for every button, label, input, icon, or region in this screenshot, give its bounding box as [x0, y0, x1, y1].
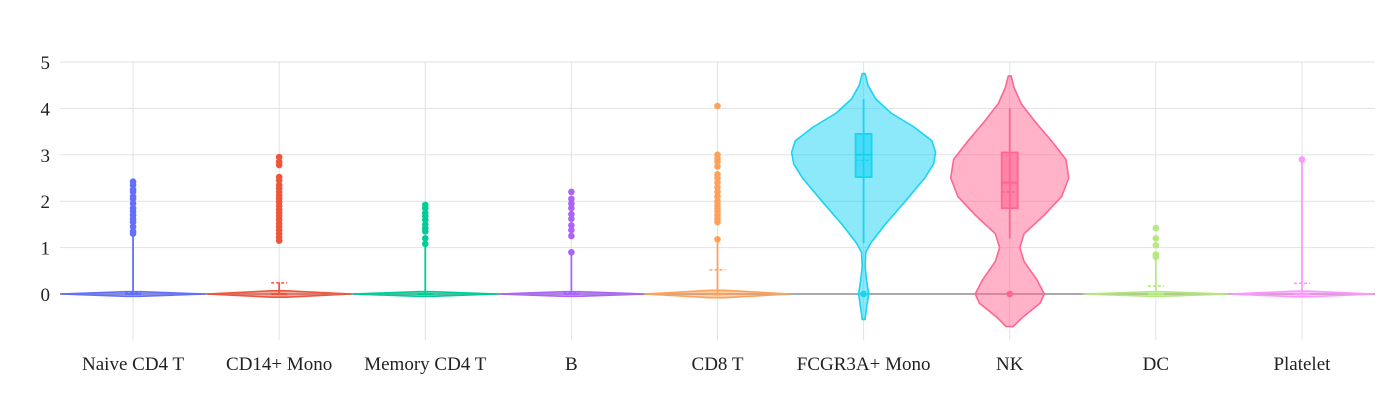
- y-axis-ticks: 0 1 2 3 4 5: [41, 53, 51, 306]
- violin-cd14-mono[interactable]: [206, 153, 352, 298]
- outlier-point: [714, 179, 721, 186]
- outlier-point: [568, 248, 575, 256]
- outlier-point: [1152, 224, 1160, 232]
- outlier-point: [568, 210, 575, 218]
- outlier-point: [421, 235, 429, 242]
- outlier-point: [421, 209, 429, 217]
- outlier-point: [568, 222, 575, 229]
- outlier-point: [1298, 156, 1306, 163]
- x-category-label: Memory CD4 T: [364, 354, 486, 375]
- x-category-label: Platelet: [1273, 354, 1331, 375]
- outlier-point: [129, 204, 137, 212]
- outlier-point: [1006, 290, 1014, 298]
- outlier-point: [714, 163, 721, 170]
- violin-dc[interactable]: [1083, 224, 1229, 298]
- outlier-point: [714, 193, 721, 200]
- outlier-point: [129, 200, 137, 207]
- violin-platelet[interactable]: [1229, 156, 1375, 298]
- y-tick-label: 2: [41, 192, 51, 213]
- x-category-label: NK: [996, 354, 1024, 375]
- violin-b[interactable]: [498, 188, 645, 298]
- x-category-label: DC: [1143, 354, 1169, 375]
- outlier-point: [714, 170, 721, 178]
- outlier-point: [129, 223, 137, 231]
- violin-naive-cd4-t[interactable]: [60, 178, 206, 298]
- x-category-label: CD14+ Mono: [226, 354, 332, 375]
- y-tick-label: 0: [41, 285, 51, 306]
- outlier-point: [714, 102, 721, 110]
- x-category-label: Naive CD4 T: [82, 354, 184, 375]
- outlier-point: [421, 240, 429, 248]
- y-tick-label: 5: [41, 53, 51, 74]
- y-tick-label: 1: [41, 239, 51, 260]
- outlier-point: [275, 153, 283, 161]
- outlier-point: [421, 221, 429, 228]
- outlier-point: [860, 290, 867, 298]
- violin-fcgr3a-mono[interactable]: [790, 72, 937, 321]
- outlier-point: [714, 151, 721, 159]
- outlier-point: [129, 186, 137, 193]
- outlier-point: [275, 173, 283, 181]
- outlier-point: [568, 226, 575, 234]
- violin-cd8-t[interactable]: [644, 102, 791, 299]
- violins: [60, 72, 1375, 328]
- outlier-point: [1152, 241, 1160, 249]
- outlier-point: [568, 200, 575, 207]
- outlier-point: [421, 201, 429, 209]
- outlier-point: [568, 232, 575, 240]
- outlier-point: [275, 158, 283, 166]
- outlier-point: [568, 188, 575, 196]
- y-tick-label: 3: [41, 146, 51, 167]
- y-tick-label: 4: [41, 99, 51, 120]
- x-category-label: B: [565, 354, 578, 375]
- iqr-box: [1000, 151, 1019, 210]
- outlier-point: [1152, 251, 1160, 258]
- outlier-point: [129, 178, 137, 186]
- outlier-point: [714, 188, 721, 196]
- x-axis-categories: Naive CD4 T CD14+ Mono Memory CD4 T B CD8 T F…: [82, 354, 1331, 375]
- x-category-label: FCGR3A+ Mono: [797, 354, 931, 375]
- outlier-point: [714, 235, 721, 243]
- outlier-point: [568, 195, 575, 203]
- outlier-point: [129, 228, 137, 235]
- outlier-point: [568, 215, 575, 223]
- violin-memory-cd4-t[interactable]: [352, 201, 499, 298]
- outlier-point: [568, 204, 575, 212]
- x-category-label: CD8 T: [692, 354, 744, 375]
- outlier-point: [714, 197, 721, 205]
- outlier-point: [1152, 235, 1160, 242]
- outlier-point: [275, 181, 283, 189]
- outlier-point: [714, 183, 721, 191]
- violin-nk[interactable]: [949, 75, 1070, 328]
- outlier-point: [129, 193, 137, 200]
